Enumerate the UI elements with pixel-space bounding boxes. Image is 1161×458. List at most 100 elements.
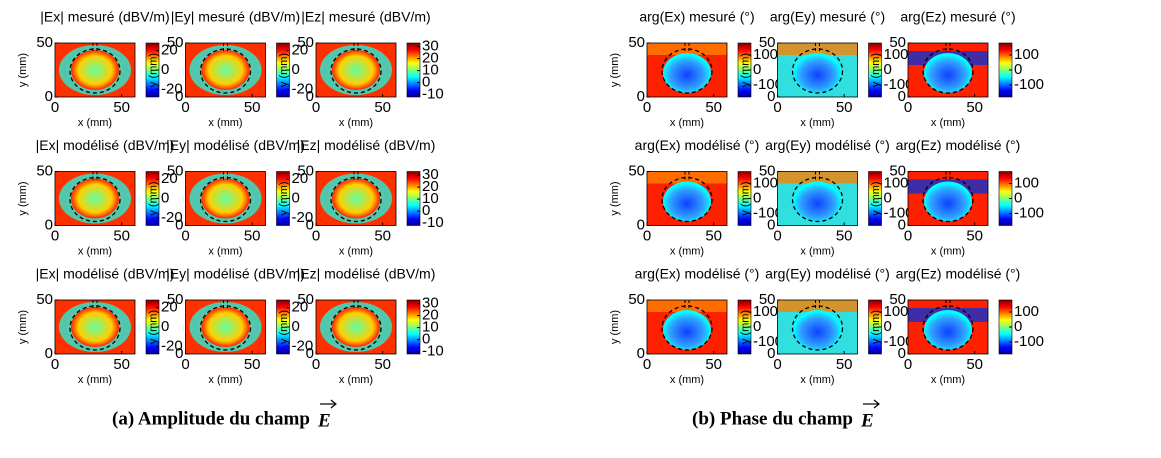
x-tick-label: 0 [181,99,189,116]
x-axis-label: x (mm) [800,117,834,129]
colorbar-tick-label: -100 [1014,76,1044,93]
axes-box [315,171,397,226]
y-tick-label: 50 [167,291,184,308]
x-tick-label: 0 [181,356,189,373]
colorbar-tick-label: -10 [422,214,444,231]
x-tick-label: 50 [966,99,983,116]
y-tick-label: 0 [767,345,775,362]
heatmap-field [793,53,842,93]
colorbar-tick-label: 0 [884,61,892,78]
colorbar-tick-label: 0 [422,74,430,91]
contour [791,176,844,223]
colorbar-tick-label: 0 [1014,61,1022,78]
panel-title: arg(Ex) modélisé (°) [635,137,760,153]
axes-box [54,42,136,98]
heatmap-field [201,50,250,90]
colorbar-tick-label: 20 [422,178,439,195]
contour [791,48,844,94]
colorbar-tick-label: 100 [1014,303,1039,320]
colorbar-tick-label: 0 [161,189,169,206]
panel-title: arg(Ey) modélisé (°) [765,266,890,282]
x-tick-label: 0 [643,227,651,244]
panel-title: |Ey| modélisé (dBV/m) [166,137,305,153]
heatmap-field [777,171,858,184]
x-tick-label: 0 [181,227,189,244]
axes-box [777,171,858,226]
panel-title: arg(Ey) mesuré (°) [770,9,885,25]
y-tick-label: 50 [628,162,645,179]
colorbar-tick-label: 0 [422,202,430,219]
y-tick-label: 50 [297,162,314,179]
x-tick-label: 50 [374,227,391,244]
y-tick-label: 50 [889,34,906,51]
caption-symbol: E [860,410,874,431]
colorbar-tick-label: -100 [753,76,783,93]
colorbar [406,171,421,226]
colorbar-tick-label: -100 [753,333,783,350]
y-tick-label: 0 [767,88,775,105]
axes-box [646,171,728,226]
colorbar-tick-label: -10 [422,343,444,360]
heatmap-field [71,50,119,90]
y-axis-label: y (mm) [870,53,882,87]
axes-box [315,299,397,355]
colorbar-tick-label: 10 [422,62,439,79]
y-tick-label: 0 [637,216,645,233]
colorbar-tick-label: -20 [292,209,314,226]
heatmap-field [332,307,380,347]
x-tick-label: 0 [312,99,320,116]
panel-title: |Ez| mesuré (dBV/m) [301,9,430,25]
y-tick-label: 50 [36,34,53,51]
x-axis-label: x (mm) [931,245,965,257]
panel-title: arg(Ez) modélisé (°) [896,137,1021,153]
heatmap-field [663,53,711,93]
x-tick-label: 50 [374,99,391,116]
x-axis-label: x (mm) [339,117,373,129]
panel-title: |Ex| modélisé (dBV/m) [36,137,175,153]
y-tick-label: 0 [306,216,314,233]
heatmap-field [201,178,250,219]
x-axis-label: x (mm) [208,245,242,257]
colorbar-tick-label: -100 [884,333,914,350]
y-tick-label: 50 [759,291,776,308]
x-tick-label: 50 [966,227,983,244]
colorbar-tick-label: 0 [161,318,169,335]
colorbar-tick-label: 100 [884,174,909,191]
y-tick-label: 0 [175,345,183,362]
heatmap-field [647,300,727,312]
y-axis-label: y (mm) [739,53,751,87]
panel-title: |Ex| modélisé (dBV/m) [36,266,175,282]
colorbar-tick-label: 100 [884,46,909,63]
y-tick-label: 0 [175,88,183,105]
x-tick-label: 50 [374,356,391,373]
x-tick-label: 0 [773,227,781,244]
caption: (b) Phase du champ [692,408,853,429]
x-tick-label: 0 [904,356,912,373]
y-tick-label: 0 [637,88,645,105]
x-axis-label: x (mm) [931,374,965,386]
y-axis-label: y (mm) [609,181,621,215]
axes-box [185,42,266,98]
x-tick-label: 50 [836,99,853,116]
y-axis-label: y (mm) [147,181,159,215]
colorbar-tick-label: 100 [753,303,778,320]
panel-title: arg(Ez) mesuré (°) [900,9,1015,25]
x-tick-label: 50 [244,356,261,373]
contour [661,48,713,94]
y-tick-label: 50 [889,162,906,179]
panel-title: |Ey| modélisé (dBV/m) [166,266,305,282]
y-tick-label: 0 [45,88,53,105]
colorbar-tick-label: 0 [292,61,300,78]
x-tick-label: 50 [836,356,853,373]
colorbar-tick-label: 0 [1014,318,1022,335]
colorbar-tick-label: 30 [422,295,439,312]
x-tick-label: 50 [705,356,722,373]
heatmap-field [777,43,858,55]
colorbar-tick-label: 0 [161,61,169,78]
y-axis-label: y (mm) [17,53,29,87]
x-axis-label: x (mm) [78,374,112,386]
x-tick-label: 0 [51,99,59,116]
contour [69,48,121,94]
x-tick-label: 0 [773,99,781,116]
